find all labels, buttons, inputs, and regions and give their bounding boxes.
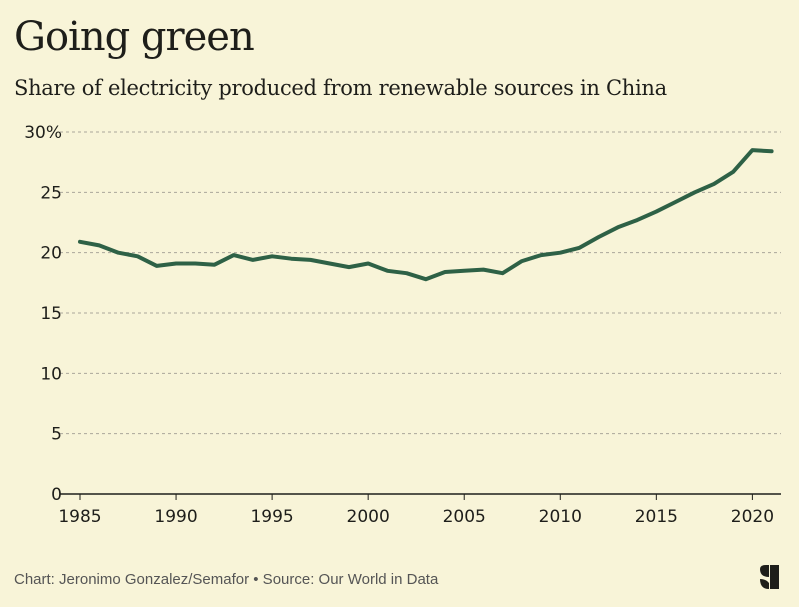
x-tick-label: 2000 <box>347 507 390 527</box>
x-tick-label: 2010 <box>539 507 582 527</box>
chart-subtitle: Share of electricity produced from renew… <box>14 76 667 100</box>
y-tick-label: 20 <box>40 244 62 264</box>
y-tick-label: 25 <box>40 183 62 203</box>
x-tick-label: 2020 <box>731 507 774 527</box>
source-credit: Chart: Jeronimo Gonzalez/Semafor • Sourc… <box>14 571 439 588</box>
x-tick-label: 2005 <box>443 507 486 527</box>
series-line <box>78 148 774 282</box>
y-tick-label: 10 <box>40 364 62 384</box>
y-tick-label: 15 <box>40 304 62 324</box>
y-tick-label: 0 <box>51 485 62 505</box>
x-tick-label: 1995 <box>250 507 293 527</box>
x-tick-label: 2015 <box>635 507 678 527</box>
semafor-logo <box>760 565 779 589</box>
chart-title: Going green <box>14 14 255 60</box>
x-tick-label: 1990 <box>154 507 197 527</box>
x-tick-label: 1985 <box>58 507 101 527</box>
y-tick-label: 30% <box>24 123 62 143</box>
y-tick-label: 5 <box>51 425 62 445</box>
